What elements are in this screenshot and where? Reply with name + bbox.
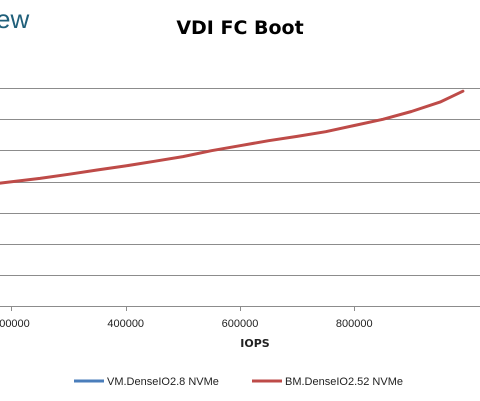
chart-title: VDI FC Boot (176, 17, 303, 39)
x-axis-ticks: 200000 400000 600000 800000 (0, 306, 373, 330)
legend-label-1: BM.DenseIO2.52 NVMe (285, 376, 403, 388)
x-tick-label-1: 400000 (107, 318, 144, 330)
x-tick-label-2: 600000 (222, 318, 259, 330)
x-axis-label: IOPS (240, 337, 270, 350)
series-line-1 (0, 89, 465, 185)
legend: VM.DenseIO2.8 NVMe BM.DenseIO2.52 NVMe (74, 376, 403, 388)
brand-logo-text: ew (0, 4, 29, 34)
x-tick-label-3: 800000 (336, 318, 373, 330)
gridlines (0, 88, 480, 307)
x-tick-label-0: 200000 (0, 318, 30, 330)
plot-area (0, 89, 465, 185)
legend-label-0: VM.DenseIO2.8 NVMe (107, 376, 219, 388)
